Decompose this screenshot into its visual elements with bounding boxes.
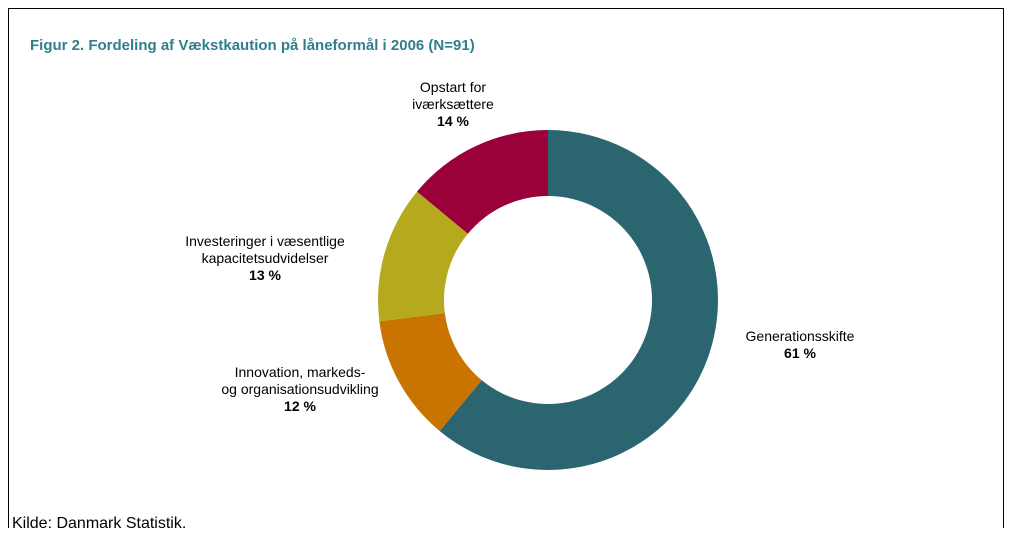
category-label: Investeringer i væsentlige kapacitetsudv… [185,233,345,266]
donut-slice [378,191,468,322]
donut-slice [417,130,548,234]
category-label: Generationsskifte [745,328,855,344]
donut-slice [439,130,718,470]
slice-label: Innovation, markeds- og organisationsudv… [221,364,378,415]
value-label: 61 % [784,345,816,361]
slice-label: Opstart for iværksættere 14 % [412,79,494,130]
category-label: Innovation, markeds- og organisationsudv… [221,364,379,397]
value-label: 13 % [249,267,281,283]
slice-label: Investeringer i væsentlige kapacitetsudv… [185,233,345,284]
donut-slice [379,313,482,431]
category-label: Opstart for iværksættere [412,79,494,112]
value-label: 12 % [284,398,316,414]
value-label: 14 % [437,113,469,129]
frame [8,8,1004,528]
slice-label: Generationsskifte 61 % [746,328,855,362]
source-note: Kilde: Danmark Statistik. [12,515,187,532]
chart-title: Figur 2. Fordeling af Vækstkaution på lå… [30,37,475,54]
